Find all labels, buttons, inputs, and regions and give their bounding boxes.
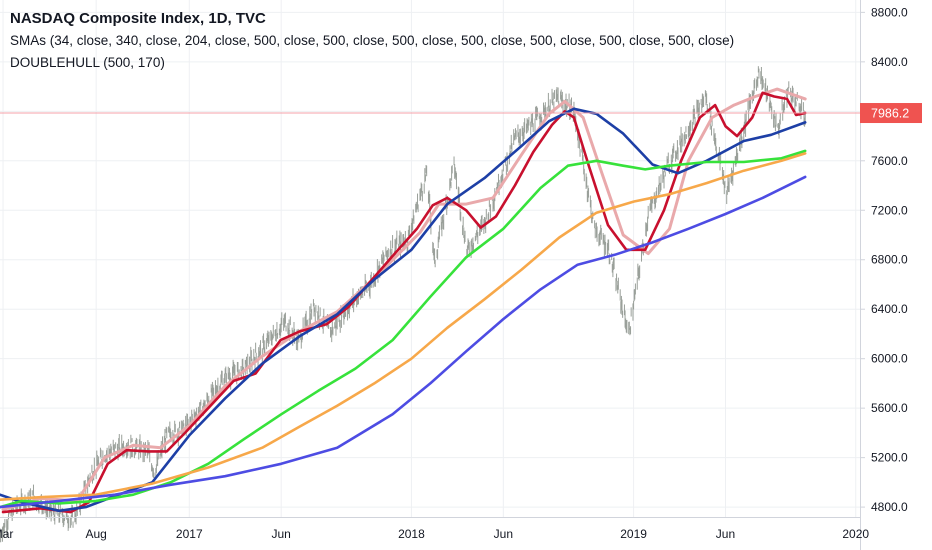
symbol-title[interactable]: NASDAQ Composite Index, 1D, TVC bbox=[10, 10, 266, 27]
y-tick-label: 6800.0 bbox=[871, 253, 908, 267]
last-price-badge: 7986.2 bbox=[860, 103, 922, 124]
x-tick-label: Jun bbox=[494, 527, 513, 541]
sma-indicator-label[interactable]: SMAs (34, close, 340, close, 204, close,… bbox=[10, 33, 735, 48]
series-line-4 bbox=[0, 149, 807, 509]
x-tick-label: 2020 bbox=[842, 527, 869, 541]
indicator-lines bbox=[0, 87, 807, 514]
last-price-label: 7986.2 bbox=[871, 107, 909, 121]
time-axis[interactable]: Mar Aug 2017 Jun 2018 Jun 2019 Jun 2020 bbox=[0, 527, 869, 541]
last-price-badge-bg bbox=[860, 103, 922, 124]
x-tick-label: 2017 bbox=[176, 527, 203, 541]
y-tick-label: 8400.0 bbox=[871, 55, 908, 69]
x-tick-label: Jun bbox=[272, 527, 291, 541]
y-tick-label: 6400.0 bbox=[871, 302, 908, 316]
y-tick-label: 7200.0 bbox=[871, 203, 908, 217]
series-line-6 bbox=[0, 175, 807, 509]
series-line-1 bbox=[1, 87, 807, 512]
y-tick-label: 4800.0 bbox=[871, 500, 908, 514]
x-tick-label: Mar bbox=[0, 527, 13, 541]
y-tick-label: 7600.0 bbox=[871, 154, 908, 168]
y-tick-label: 6000.0 bbox=[871, 352, 908, 366]
x-tick-label: 2019 bbox=[620, 527, 647, 541]
x-tick-label: Aug bbox=[85, 527, 106, 541]
chart-grid bbox=[0, 0, 860, 517]
series-line-2 bbox=[1, 91, 807, 514]
x-tick-label: 2018 bbox=[398, 527, 425, 541]
chart-legend: NASDAQ Composite Index, 1D, TVC SMAs (34… bbox=[10, 8, 734, 74]
price-axis[interactable]: 8800.08400.08000.07600.07200.06800.06400… bbox=[860, 5, 908, 514]
y-tick-label: 5200.0 bbox=[871, 451, 908, 465]
y-tick-label: 5600.0 bbox=[871, 401, 908, 415]
series-line-5 bbox=[0, 152, 807, 501]
candle-wicks bbox=[0, 66, 806, 543]
x-tick-label: Jun bbox=[716, 527, 735, 541]
doublehull-indicator-label[interactable]: DOUBLEHULL (500, 170) bbox=[10, 55, 165, 70]
y-tick-label: 8800.0 bbox=[871, 5, 908, 19]
